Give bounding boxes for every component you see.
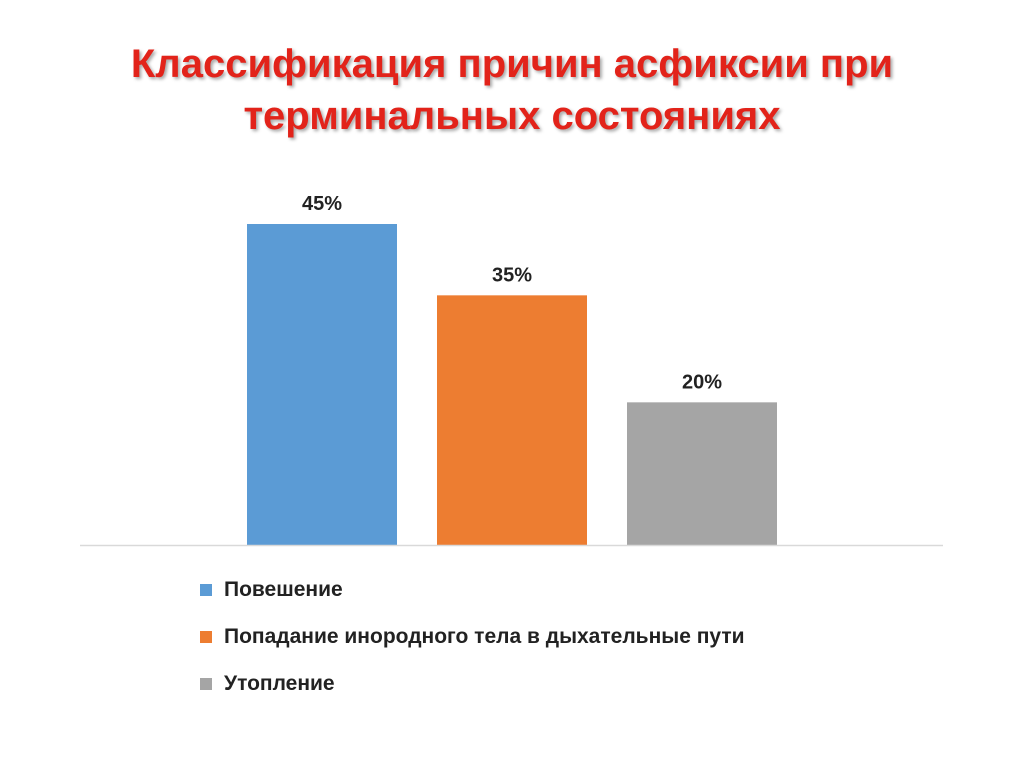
chart-legend: Повешение Попадание инородного тела в ды…: [200, 578, 745, 719]
legend-swatch-foreign-body: [200, 631, 212, 643]
legend-swatch-drowning: [200, 678, 212, 690]
slide-title-line-2: терминальных состояниях: [243, 94, 781, 138]
legend-item-hanging: Повешение: [200, 578, 745, 602]
slide-title-line-1: Классификация причин асфиксии при: [130, 42, 894, 86]
bar-drowning: [627, 402, 777, 545]
legend-swatch-hanging: [200, 584, 212, 596]
bar-hanging: [247, 224, 397, 545]
legend-item-foreign-body: Попадание инородного тела в дыхательные …: [200, 625, 745, 649]
data-label-hanging: 45%: [302, 193, 342, 215]
legend-label-hanging: Повешение: [224, 578, 343, 601]
legend-label-foreign-body: Попадание инородного тела в дыхательные …: [224, 625, 745, 648]
data-label-foreign-body: 35%: [492, 264, 532, 286]
legend-item-drowning: Утопление: [200, 672, 745, 696]
bar-foreign-body: [437, 295, 587, 545]
legend-label-drowning: Утопление: [224, 672, 335, 695]
data-label-drowning: 20%: [682, 371, 722, 393]
slide-title: Классификация причин асфиксии при термин…: [0, 38, 1024, 142]
